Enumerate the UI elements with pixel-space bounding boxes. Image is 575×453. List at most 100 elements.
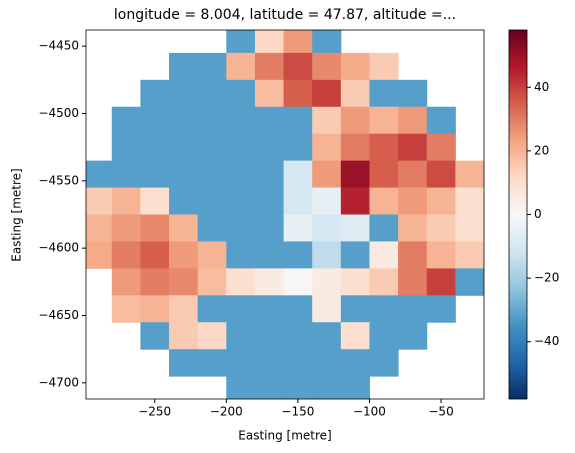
- heatmap-cell: [169, 268, 199, 296]
- heatmap-cell: [283, 79, 313, 108]
- heatmap-cell: [312, 349, 342, 377]
- heatmap-cell: [369, 52, 399, 81]
- heatmap-cell: [340, 160, 370, 189]
- heatmap-cell: [312, 79, 342, 108]
- heatmap-cell: [197, 187, 227, 215]
- y-tick-label: −4450: [38, 39, 79, 53]
- heatmap-cell: [398, 214, 428, 242]
- heatmap-cell: [226, 295, 256, 323]
- heatmap-cell: [369, 295, 399, 323]
- heatmap-cell: [140, 79, 170, 108]
- colorbar-tick-label: −40: [534, 334, 559, 348]
- heatmap-cell: [226, 160, 256, 189]
- y-tick-label: −4600: [38, 241, 79, 255]
- heatmap-cell: [426, 241, 456, 269]
- heatmap-cell: [86, 214, 113, 242]
- heatmap-cell: [312, 268, 342, 296]
- heatmap-cell: [111, 106, 141, 135]
- heatmap-cell: [140, 268, 170, 296]
- heatmap-cell: [254, 187, 285, 215]
- heatmap-cell: [340, 322, 370, 350]
- heatmap-cell: [455, 241, 484, 269]
- heatmap-cell: [340, 187, 370, 215]
- heatmap-cell: [140, 106, 170, 135]
- heatmap-cell: [455, 268, 484, 296]
- heatmap-cell: [197, 106, 227, 135]
- colorbar-tick-label: 20: [534, 143, 549, 157]
- heatmap-cell: [197, 79, 227, 108]
- colorbar-tick-label: 40: [534, 80, 549, 94]
- heatmap-cell: [283, 214, 313, 242]
- heatmap-cell: [369, 268, 399, 296]
- heatmap-cell: [111, 133, 141, 162]
- heatmap-cell: [226, 30, 256, 54]
- heatmap-cell: [197, 268, 227, 296]
- heatmap-cell: [86, 241, 113, 269]
- heatmap-cell: [340, 268, 370, 296]
- heatmap-cell: [283, 295, 313, 323]
- heatmap-cell: [254, 295, 285, 323]
- y-tick-label: −4700: [38, 375, 79, 389]
- heatmap-cell: [111, 187, 141, 215]
- heatmap-cell: [197, 241, 227, 269]
- heatmap-cell: [340, 295, 370, 323]
- chart-title: longitude = 8.004, latitude = 47.87, alt…: [114, 7, 456, 23]
- y-tick-label: −4550: [38, 173, 79, 187]
- heatmap-cell: [340, 79, 370, 108]
- heatmap-cell: [283, 160, 313, 189]
- heatmap-cell: [111, 295, 141, 323]
- x-tick-label: −150: [281, 405, 314, 419]
- y-axis-label: Easting [metre]: [10, 168, 24, 261]
- y-tick-label: −4500: [38, 106, 79, 120]
- heatmap-cell: [254, 376, 285, 399]
- heatmap-cell: [369, 133, 399, 162]
- heatmap-cell: [340, 349, 370, 377]
- heatmap-cell: [169, 295, 199, 323]
- heatmap-cell: [197, 295, 227, 323]
- y-tick-label: −4650: [38, 308, 79, 322]
- heatmap-cell: [398, 79, 428, 108]
- heatmap-cell: [226, 214, 256, 242]
- heatmap-cell: [254, 52, 285, 81]
- heatmap-cell: [197, 133, 227, 162]
- heatmap-cell: [254, 30, 285, 54]
- heatmap-cell: [312, 106, 342, 135]
- heatmap-cell: [340, 376, 370, 399]
- x-tick-label: −100: [353, 405, 386, 419]
- heatmap-cell: [312, 30, 342, 54]
- heatmap-cell: [169, 349, 199, 377]
- heatmap-cell: [312, 241, 342, 269]
- heatmap-cell: [254, 268, 285, 296]
- heatmap-cell: [140, 160, 170, 189]
- heatmap-cell: [312, 376, 342, 399]
- heatmap-cell: [312, 214, 342, 242]
- heatmap-cell: [426, 214, 456, 242]
- heatmap-cell: [340, 106, 370, 135]
- heatmap-cell: [340, 241, 370, 269]
- heatmap-cell: [140, 295, 170, 323]
- heatmap-cell: [169, 106, 199, 135]
- heatmap: [86, 30, 484, 399]
- heatmap-cell: [398, 106, 428, 135]
- heatmap-cell: [369, 349, 399, 377]
- heatmap-cell: [369, 106, 399, 135]
- heatmap-cell: [197, 214, 227, 242]
- heatmap-cell: [140, 241, 170, 269]
- heatmap-cell: [254, 160, 285, 189]
- heatmap-cell: [140, 133, 170, 162]
- heatmap-cell: [111, 241, 141, 269]
- heatmap-cell: [197, 160, 227, 189]
- heatmap-cell: [140, 214, 170, 242]
- heatmap-cell: [426, 268, 456, 296]
- heatmap-cell: [283, 322, 313, 350]
- heatmap-cell: [426, 106, 456, 135]
- heatmap-cell: [426, 187, 456, 215]
- heatmap-cell: [226, 133, 256, 162]
- heatmap-cell: [426, 160, 456, 189]
- heatmap-cell: [369, 322, 399, 350]
- heatmap-cell: [226, 349, 256, 377]
- heatmap-cell: [254, 322, 285, 350]
- heatmap-cell: [312, 295, 342, 323]
- heatmap-cell: [140, 322, 170, 350]
- heatmap-cell: [426, 295, 456, 323]
